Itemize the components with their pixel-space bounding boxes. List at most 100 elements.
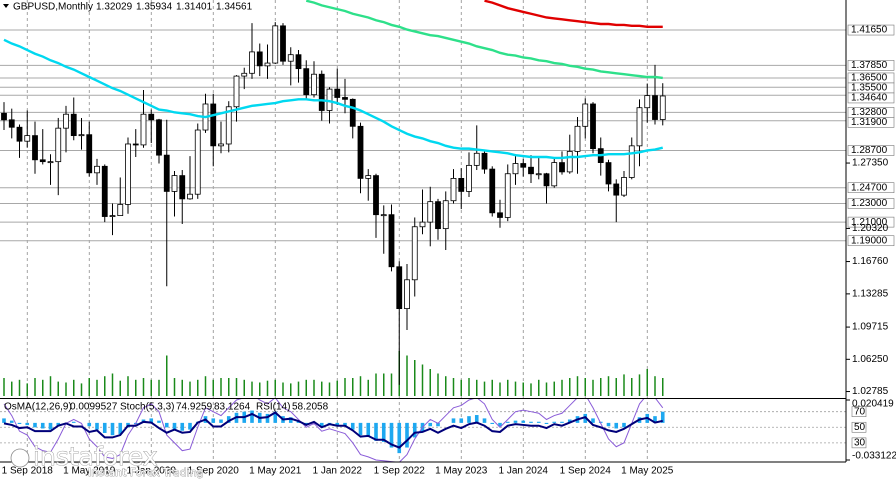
price-panel xyxy=(1,0,666,396)
candle-body xyxy=(47,161,54,164)
candle-body xyxy=(140,113,147,146)
candle-body xyxy=(218,143,224,147)
y-tick-label: 1.20320 xyxy=(852,223,889,234)
candle-body xyxy=(303,68,310,96)
candle-body xyxy=(497,212,503,218)
candle-body xyxy=(435,201,441,230)
candle-body xyxy=(551,162,558,187)
ohlc-close: 1.34561 xyxy=(216,2,253,13)
candle-body xyxy=(357,125,364,179)
y-tick-label: 1.16760 xyxy=(852,256,889,267)
level-label: 1.23000 xyxy=(851,198,888,209)
osma-bar xyxy=(482,418,487,423)
candle-body xyxy=(94,165,100,174)
osma-bar xyxy=(350,422,355,430)
x-tick-label: 1 May 2025 xyxy=(621,466,674,477)
level-label-box xyxy=(851,421,867,433)
osma-bar xyxy=(513,420,518,423)
osma-bar xyxy=(164,422,169,428)
y-tick-label: 1.02785 xyxy=(852,386,889,397)
osma-bar xyxy=(412,422,417,438)
osma-bar xyxy=(56,422,61,427)
x-tick-label: 1 Jan 2022 xyxy=(313,466,363,477)
osma-bar xyxy=(544,422,549,425)
x-tick-label: 1 Sep 2020 xyxy=(188,466,240,477)
candle-body xyxy=(512,163,519,175)
y-tick-label: 1.06250 xyxy=(852,354,889,365)
candle-body xyxy=(280,25,286,62)
candle-body xyxy=(70,113,77,137)
osma-bar xyxy=(389,422,394,448)
indicator-name: Stoch(5,3,3) xyxy=(120,402,174,413)
candle-body xyxy=(311,73,317,96)
osma-bar xyxy=(17,422,22,425)
level-label: 1.35500 xyxy=(851,83,888,94)
level-label-box xyxy=(847,216,895,228)
candle-body xyxy=(543,173,550,187)
x-tick-label: 1 Jan 2024 xyxy=(499,466,549,477)
candle-body xyxy=(187,193,193,200)
osma-bar xyxy=(374,422,378,441)
candle-body xyxy=(86,134,93,174)
candle-body xyxy=(590,103,596,150)
candle-body xyxy=(605,162,612,185)
indicator-line xyxy=(3,399,664,462)
watermark-tagline: Instant Forex Trading xyxy=(88,466,204,479)
candle-body xyxy=(528,166,534,175)
x-tick-label: 1 May 2019 xyxy=(63,466,116,477)
osma-bar xyxy=(660,411,665,423)
osma-bar xyxy=(110,422,115,436)
moving-average-line xyxy=(3,38,664,160)
y-tick-label: 0.020419 xyxy=(852,399,894,410)
candle-body xyxy=(241,72,248,77)
osma-bar xyxy=(474,415,479,423)
osma-bar xyxy=(288,417,293,423)
osma-bar xyxy=(536,421,541,423)
candle-body xyxy=(520,163,527,168)
candle-body xyxy=(109,215,116,218)
x-tick-label: 1 Sep 2018 xyxy=(2,466,54,477)
candle-body xyxy=(318,73,325,111)
level-label-box xyxy=(847,117,895,128)
candle-body xyxy=(117,204,124,217)
candle-body xyxy=(559,162,565,173)
chart-title: GBPUSD,Monthly xyxy=(13,2,93,13)
candle-body xyxy=(349,98,356,127)
candle-body xyxy=(101,165,108,217)
candle-body xyxy=(535,173,542,176)
candle-body xyxy=(636,107,643,147)
x-tick-label: 1 May 2023 xyxy=(435,466,488,477)
candle-body xyxy=(442,200,449,230)
candle-body xyxy=(621,177,627,196)
axis-layer: 1 Sep 2018 1 May 2019 1 Jan 2020 1 Sep 2020… xyxy=(2,25,896,477)
candle-body xyxy=(334,88,341,98)
candle-body xyxy=(373,175,379,216)
osma-bar xyxy=(118,422,123,435)
osma-bar xyxy=(521,420,526,423)
candle-body xyxy=(566,151,573,173)
candle-body xyxy=(396,266,403,310)
moving-average-line xyxy=(305,0,663,80)
candle-body xyxy=(504,173,511,218)
level-label: 1.41650 xyxy=(851,25,888,36)
candle-body xyxy=(574,125,581,152)
candle-body xyxy=(582,103,589,127)
candle-body xyxy=(32,135,38,161)
osma-bar xyxy=(459,418,464,423)
osma-bar xyxy=(71,421,76,423)
y-tick-label: 1.13285 xyxy=(852,289,889,300)
candle-body xyxy=(148,113,155,121)
osma-bar xyxy=(157,420,161,423)
level-label-box xyxy=(851,437,867,449)
level-label-box xyxy=(847,235,895,247)
osma-bar xyxy=(304,422,309,425)
x-tick-label: 1 Jan 2020 xyxy=(127,466,177,477)
level-label-box xyxy=(847,182,895,193)
osma-bar xyxy=(529,421,533,423)
candle-body xyxy=(78,134,85,137)
level-label-box xyxy=(847,24,895,36)
candle-body xyxy=(264,62,271,67)
osma-bar xyxy=(2,418,6,423)
candle-body xyxy=(388,214,395,268)
y2-tick-label: 30 xyxy=(854,437,866,448)
